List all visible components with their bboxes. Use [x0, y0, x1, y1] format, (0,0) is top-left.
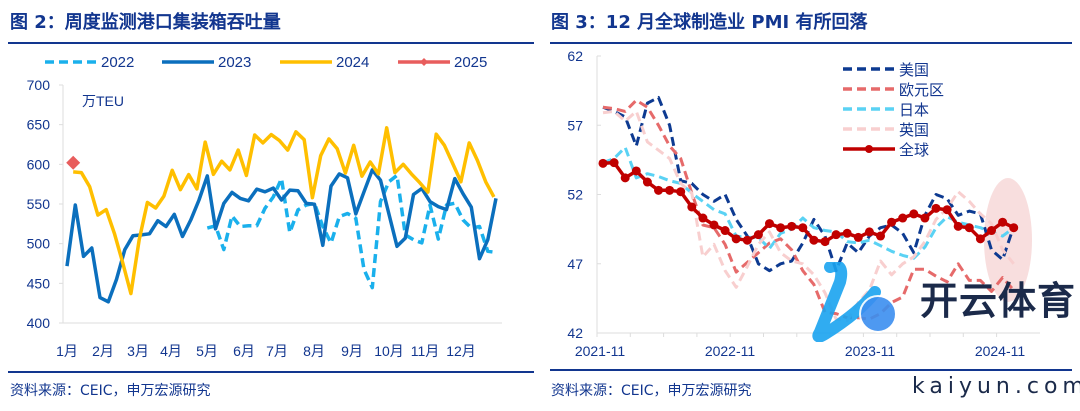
left-title-rule	[8, 42, 534, 44]
left-x-tick-label: 11月	[411, 343, 440, 359]
left-x-tick-label: 9月	[341, 343, 363, 359]
series-全球-point	[964, 223, 974, 233]
right-x-tick-label: 2024-11	[975, 343, 1026, 359]
series-全球-point	[642, 177, 652, 187]
legend-美国-label: 美国	[899, 62, 929, 79]
watermark-en: kaiyun.com	[912, 374, 1080, 399]
series-全球-point	[898, 213, 908, 223]
series-全球-point	[998, 217, 1008, 227]
left-chart-title: 图 2：周度监测港口集装箱吞吐量	[10, 12, 281, 33]
left-y-tick-label: 450	[27, 275, 51, 291]
kaiyun-logo-icon	[812, 262, 897, 342]
series-全球-point	[876, 231, 885, 241]
series-全球-point	[909, 209, 919, 219]
left-x-tick-label: 10月	[374, 343, 404, 359]
series-全球-point	[609, 158, 619, 168]
watermark-cn: 开云体育	[920, 279, 1077, 323]
series-全球-point	[920, 213, 930, 223]
series-全球-point	[731, 234, 741, 244]
legend-全球-marker	[865, 145, 873, 153]
legend-2023-label: 2023	[218, 54, 251, 71]
series-全球-point	[631, 166, 641, 176]
series-全球-point	[742, 235, 752, 245]
series-全球-point	[698, 213, 708, 223]
series-全球-point	[654, 185, 663, 195]
legend-欧元区-label: 欧元区	[899, 82, 944, 99]
right-y-tick-label: 62	[567, 48, 583, 64]
left-footer-rule	[8, 371, 534, 373]
right-chart-title: 图 3：12 月全球制造业 PMI 有所回落	[551, 12, 868, 33]
right-y-tick-label: 47	[567, 256, 583, 272]
left-y-unit-label: 万TEU	[82, 93, 124, 109]
series-全球-point	[709, 220, 719, 230]
series-美国-line	[602, 96, 1016, 273]
series-全球-point	[931, 203, 941, 213]
series-全球-point	[765, 219, 774, 229]
series-全球-point	[975, 234, 985, 244]
right-y-tick-label: 42	[567, 325, 583, 341]
series-全球-point	[620, 173, 630, 183]
series-欧元区-line	[602, 98, 1015, 321]
left-x-tick-label: 5月	[196, 343, 218, 359]
left-source-note: 资料来源：CEIC，申万宏源研究	[10, 383, 211, 399]
series-全球-point	[953, 221, 963, 231]
left-y-tick-label: 650	[27, 117, 51, 133]
right-x-tick-label: 2023-11	[845, 343, 896, 359]
series-全球-point	[776, 223, 786, 233]
left-y-tick-label: 600	[27, 156, 51, 172]
series-全球-point	[942, 205, 952, 215]
series-全球-point	[665, 185, 675, 195]
series-全球-point	[676, 187, 686, 197]
series-全球-point	[1009, 223, 1019, 233]
left-y-tick-label: 400	[27, 315, 51, 331]
series-全球-point	[798, 223, 808, 233]
series-全球-point	[842, 228, 852, 238]
right-x-tick-label: 2022-11	[705, 343, 756, 359]
series-全球-point	[720, 226, 730, 236]
series-全球-point	[887, 217, 897, 227]
left-x-tick-label: 1月	[56, 343, 78, 359]
series-全球-point	[864, 227, 874, 237]
right-y-tick-label: 52	[567, 187, 583, 203]
right-y-tick-label: 57	[567, 117, 583, 133]
left-x-tick-label: 6月	[233, 343, 255, 359]
left-y-tick-label: 500	[27, 236, 51, 252]
left-x-tick-label: 2月	[92, 343, 114, 359]
series-全球-point	[598, 158, 608, 168]
right-footer-rule	[550, 369, 1072, 371]
left-y-tick-label: 700	[27, 77, 51, 93]
legend-2025-marker	[420, 58, 428, 66]
legend-日本-label: 日本	[899, 102, 929, 119]
left-x-tick-label: 4月	[160, 343, 182, 359]
series-全球-point	[787, 221, 797, 231]
legend-英国-label: 英国	[899, 121, 929, 139]
series-全球-point	[831, 230, 841, 240]
left-x-tick-label: 8月	[303, 343, 325, 359]
legend-2022-label: 2022	[101, 54, 134, 71]
series-全球-point	[687, 202, 697, 212]
legend-2024-label: 2024	[336, 54, 369, 71]
series-全球-point	[987, 226, 996, 236]
series-2025-point	[66, 155, 81, 170]
left-x-tick-label: 7月	[266, 343, 288, 359]
right-x-tick-label: 2021-11	[575, 343, 626, 359]
series-全球-point	[853, 232, 863, 242]
left-y-tick-label: 550	[27, 196, 51, 212]
legend-全球-label: 全球	[899, 141, 929, 159]
right-title-rule	[550, 42, 1072, 44]
series-全球-point	[809, 235, 819, 245]
left-x-tick-label: 3月	[127, 343, 149, 359]
legend-2025-label: 2025	[454, 54, 487, 71]
series-全球-point	[820, 237, 830, 247]
left-x-tick-label: 12月	[446, 343, 476, 359]
right-source-note: 资料来源：CEIC，申万宏源研究	[551, 383, 752, 399]
series-全球-point	[753, 230, 763, 240]
series-2024-line	[73, 126, 496, 296]
